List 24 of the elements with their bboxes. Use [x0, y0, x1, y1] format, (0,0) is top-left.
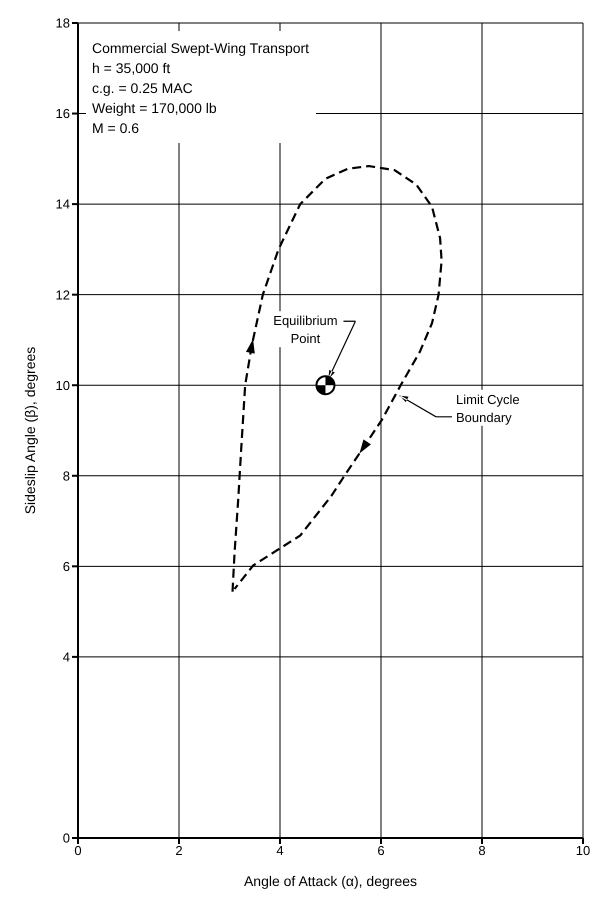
x-tick-label: 0 [74, 843, 82, 858]
annotation: Weight = 170,000 lb [92, 100, 217, 116]
annotation: Equilibrium Point [273, 313, 338, 346]
y-tick-label: 14 [56, 196, 70, 212]
y-tick-label: 10 [56, 378, 70, 393]
y-tick-label: 12 [56, 287, 70, 302]
annotation: Commercial Swept-Wing Transport [92, 40, 310, 56]
y-tick-label: 6 [62, 558, 70, 574]
x-tick-label: 2 [175, 843, 183, 858]
annotation: c.g. = 0.25 MAC [92, 80, 193, 96]
x-tick-label: 4 [276, 843, 284, 858]
annotation: h = 35,000 ft [92, 60, 170, 76]
y-tick-label: 8 [62, 468, 70, 484]
y-tick-label: 0 [62, 830, 70, 846]
y-axis-title: Sideslip Angle (β), degrees [22, 346, 38, 514]
x-tick-label: 8 [478, 843, 486, 858]
x-tick-label: 6 [377, 843, 385, 858]
annotation: M = 0.6 [92, 120, 140, 136]
y-tick-label: 4 [62, 650, 70, 665]
annotation: Limit Cycle Boundary [456, 392, 520, 425]
x-axis-title: Angle of Attack (α), degrees [244, 873, 418, 889]
x-tick-label: 10 [576, 843, 590, 858]
y-tick-label: 18 [56, 16, 70, 31]
y-tick-label: 16 [56, 106, 70, 122]
